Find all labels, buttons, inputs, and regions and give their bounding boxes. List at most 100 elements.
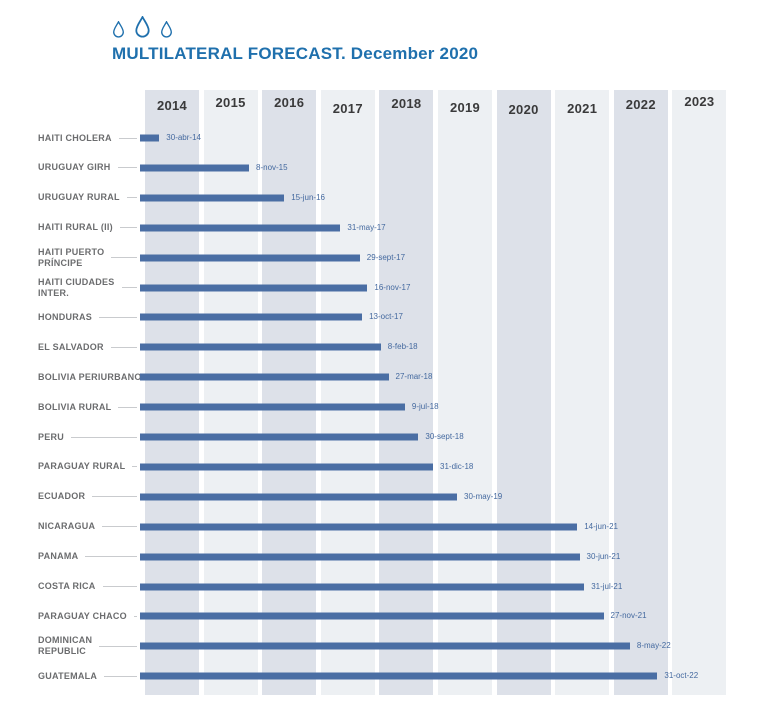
end-date-label: 8-feb-18 [387,342,418,352]
year-band-2020: 2020 [496,90,551,695]
project-label: URUGUAY RURAL [38,183,140,213]
project-row: HAITI RURAL (II) 31-may-17 [0,213,768,243]
end-date-label: 29-sept-17 [366,252,406,262]
leader-line [118,137,137,139]
year-band-2016: 2016 [262,90,317,695]
leader-line [92,496,137,498]
year-band-2023: 2023 [672,90,727,695]
end-date-label: 30-sept-18 [425,432,464,441]
leader-line [71,436,137,438]
project-row: HAITI PUERTO PRÍNCIPE 29-sept-17 [0,243,768,273]
logo-drops [112,16,173,38]
year-band-2022: 2022 [613,90,668,695]
gantt-chart: 2014 2015 2016 2017 2018 2019 2020 2021 2022 2023… [0,90,768,695]
end-date-label: 31-jul-21 [591,581,623,591]
timeline-bar [140,224,341,232]
timeline-bar [140,553,580,561]
project-label: EL SALVADOR [38,332,140,362]
timeline-bar [140,373,389,381]
year-tick-label: 2014 [156,98,188,113]
timeline-bar [140,194,285,202]
leader-line [102,586,137,587]
project-label-text: ECUADOR [38,491,86,502]
year-tick-label: 2017 [332,101,363,116]
project-row: COSTA RICA 31-jul-21 [0,572,768,602]
year-band-2019: 2019 [438,90,492,695]
project-row: URUGUAY GIRH 8-nov-15 [0,153,768,183]
year-band-2014: 2014 [145,90,199,695]
project-label: HAITI RURAL (II) [38,213,140,243]
leader-line [117,167,137,169]
timeline-bar [140,642,630,650]
project-label-text: BOLIVIA RURAL [38,401,112,412]
project-row: PANAMA 30-jun-21 [0,542,768,572]
project-row: GUATEMALA 31-oct-22 [0,661,768,691]
timeline-bar [140,463,433,471]
project-label-text: GUATEMALA [38,670,98,681]
project-row: HAITI CIUDADES INTER. 16-nov-17 [0,273,768,303]
leader-line [104,675,137,677]
project-label-text: PANAMA [38,551,79,562]
year-band-2017: 2017 [320,90,375,695]
timeline-bar [140,523,578,531]
project-row: HAITI CHOLERA 30-abr-14 [0,123,768,153]
project-label: PARAGUAY RURAL [38,452,140,482]
project-label-text: COSTA RICA [38,581,96,591]
year-tick-label: 2019 [449,100,481,115]
leader-line [111,257,137,259]
leader-line [110,346,137,348]
year-tick-label: 2018 [391,96,422,111]
project-label: HAITI CIUDADES INTER. [38,273,140,303]
end-date-label: 30-jun-21 [586,551,621,561]
project-label: COSTA RICA [38,572,140,602]
project-label-text: BOLIVIA PERIURBANO [38,371,142,382]
project-label-text: HONDURAS [38,311,93,322]
project-row: PARAGUAY RURAL 31-dic-18 [0,452,768,482]
project-row: NICARAGUA 14-jun-21 [0,512,768,542]
timeline-bar [140,284,368,291]
timeline-bar [140,134,160,142]
year-tick-label: 2015 [215,95,246,110]
end-date-label: 14-jun-21 [584,521,618,531]
project-row: URUGUAY RURAL 15-jun-16 [0,183,768,213]
leader-line [121,287,137,288]
leader-line [99,645,137,647]
end-date-label: 31-may-17 [347,222,386,232]
project-label: HAITI PUERTO PRÍNCIPE [38,243,140,273]
timeline-bar [140,672,658,680]
water-drop-icon [135,16,150,38]
end-date-label: 8-nov-15 [256,162,288,172]
timeline-bar [140,493,457,501]
project-label: ECUADOR [38,482,140,512]
timeline-bar [140,343,381,351]
water-drop-icon [161,21,172,38]
project-label-text: PARAGUAY CHACO [38,610,127,621]
year-tick-label: 2022 [625,97,656,112]
year-band-2015: 2015 [203,90,258,695]
end-date-label: 9-jul-18 [411,402,439,412]
timeline-bar [140,583,585,590]
timeline-bar [140,164,249,172]
timeline-bar [140,313,363,321]
project-row: PERU 30-sept-18 [0,422,768,452]
end-date-label: 31-oct-22 [664,671,699,681]
project-row: DOMINICAN REPUBLIC 8-may-22 [0,631,768,661]
end-date-label: 8-may-22 [636,641,671,651]
leader-line [126,197,137,199]
project-label-text: HAITI PUERTO PRÍNCIPE [38,246,105,268]
project-label-text: URUGUAY GIRH [38,162,111,173]
end-date-label: 30-may-19 [464,491,503,501]
project-label: BOLIVIA RURAL [38,392,140,422]
year-tick-label: 2016 [274,95,305,110]
year-tick-label: 2020 [508,102,539,117]
leader-line [133,615,137,617]
leader-line [85,556,137,558]
project-row: PARAGUAY CHACO 27-nov-21 [0,601,768,631]
project-label-text: NICARAGUA [38,521,96,532]
project-label: PARAGUAY CHACO [38,601,140,631]
project-label: GUATEMALA [38,661,140,691]
year-band-2021: 2021 [555,90,610,695]
leader-line [119,227,137,229]
year-tick-label: 2023 [684,94,715,109]
